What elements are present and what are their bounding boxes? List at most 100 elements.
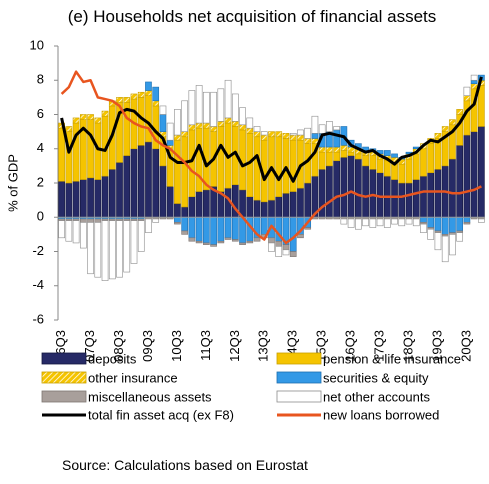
bar <box>318 151 326 170</box>
bar <box>376 158 384 174</box>
bar <box>246 240 254 244</box>
bar <box>311 133 319 139</box>
bar <box>239 107 246 126</box>
bar <box>478 126 485 218</box>
bar <box>463 134 471 218</box>
bar <box>434 169 442 218</box>
bar <box>123 155 131 218</box>
bar <box>268 242 275 252</box>
bar <box>289 251 297 257</box>
bar <box>369 169 377 218</box>
bar <box>427 143 435 174</box>
bar <box>253 237 261 242</box>
x-tick-label: 19Q3 <box>429 330 444 362</box>
bar <box>87 114 94 120</box>
bar <box>478 218 485 223</box>
bar <box>297 234 304 239</box>
bar <box>224 216 232 239</box>
bar <box>405 218 413 225</box>
bar <box>87 177 94 218</box>
x-tick-label: 08Q3 <box>111 330 126 362</box>
bar <box>166 186 174 218</box>
bar <box>412 153 420 180</box>
bar <box>108 220 116 280</box>
x-tick-label: 16Q3 <box>343 330 358 362</box>
bar <box>427 216 435 228</box>
x-tick-label: 09Q3 <box>140 330 155 362</box>
bar <box>72 220 80 244</box>
bar <box>181 206 188 218</box>
bar <box>318 124 326 134</box>
bar <box>391 153 398 158</box>
bar <box>297 129 304 136</box>
y-axis-label: % of GDP <box>5 154 20 212</box>
bar <box>87 222 94 275</box>
bar <box>405 158 413 184</box>
bar <box>145 90 152 96</box>
y-tick-label: 6 <box>37 106 44 121</box>
bar <box>203 189 210 218</box>
bar <box>203 242 210 245</box>
bar <box>369 218 377 228</box>
bar <box>383 160 391 177</box>
bar <box>347 155 355 218</box>
line-series <box>60 76 483 183</box>
bar <box>478 85 485 127</box>
bar <box>260 216 268 235</box>
bar <box>203 122 210 129</box>
bar <box>137 97 145 146</box>
line-series <box>60 70 482 245</box>
bar <box>449 234 456 256</box>
bar <box>304 127 312 139</box>
legend-label: deposits <box>88 351 137 366</box>
legend-label: net other accounts <box>323 389 430 404</box>
bar <box>130 148 138 218</box>
bar <box>94 117 102 124</box>
bar <box>79 179 87 218</box>
bar <box>58 180 65 218</box>
bar <box>166 122 174 141</box>
bar <box>376 218 384 227</box>
bar <box>463 222 471 225</box>
bar <box>282 192 290 218</box>
bar <box>420 216 427 223</box>
bar <box>217 121 225 127</box>
bar <box>456 109 464 115</box>
bar <box>166 139 174 146</box>
legend-swatch <box>41 371 87 384</box>
x-tick-label: 17Q3 <box>371 330 386 362</box>
bar <box>152 100 160 107</box>
bar <box>195 122 203 129</box>
bar <box>58 220 65 239</box>
bar <box>123 97 131 103</box>
bar <box>253 136 261 201</box>
y-tick-label: 4 <box>37 140 44 155</box>
bar <box>449 158 456 218</box>
bar <box>427 228 435 240</box>
bar <box>87 119 94 179</box>
bar <box>65 182 73 218</box>
bar <box>188 124 196 131</box>
legend-label: miscellaneous assets <box>88 389 212 404</box>
bar <box>181 230 188 235</box>
x-tick-label: 10Q3 <box>169 330 184 362</box>
bar <box>174 139 181 204</box>
bar <box>224 237 232 240</box>
bar <box>340 145 348 151</box>
bar <box>333 160 340 218</box>
bar <box>239 242 246 245</box>
bar <box>340 218 348 225</box>
bar <box>347 218 355 228</box>
bar <box>94 222 102 278</box>
bar <box>145 141 152 218</box>
bar <box>137 220 145 252</box>
bar <box>333 146 340 153</box>
bar <box>355 218 362 230</box>
bar <box>304 138 312 144</box>
bar <box>203 216 210 244</box>
bar <box>188 237 196 242</box>
bar <box>231 93 239 122</box>
bar <box>159 165 167 218</box>
